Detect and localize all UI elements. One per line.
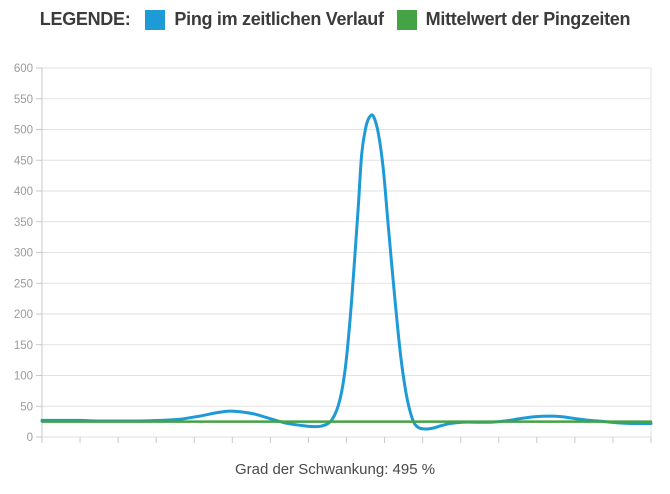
series-line-ping [40,113,653,431]
y-tick-label-550: 550 [14,94,33,106]
legend-item-mean: Mittelwert der Pingzeiten [396,9,631,30]
ping-line-chart: 0 50 100 150 200 250 300 350 400 450 500 550 600 [14,63,653,444]
legend-title: LEGENDE: [39,9,131,29]
mean-series-swatch-icon [396,9,417,30]
y-tick-label-500: 500 [14,125,33,137]
legend-item-ping: Ping im zeitlichen Verlauf [145,9,384,30]
y-tick-label-100: 100 [14,371,33,383]
y-tick-label-450: 450 [14,155,33,167]
legend-item-ping-label: Ping im zeitlichen Verlauf [174,9,384,29]
y-tick-label-150: 150 [14,340,33,352]
y-tick-label-300: 300 [14,248,33,260]
y-tick-label-400: 400 [14,186,33,198]
legend-item-mean-label: Mittelwert der Pingzeiten [425,9,631,29]
y-tick-label-200: 200 [14,309,33,321]
ping-series-swatch-icon [145,9,166,30]
y-tick-label-50: 50 [20,401,33,413]
y-tick-label-0: 0 [27,432,33,444]
y-tick-label-250: 250 [14,278,33,290]
y-tick-label-600: 600 [14,63,33,75]
legend: LEGENDE: Ping im zeitlichen Verlauf Mitt… [0,9,670,30]
y-tick-label-350: 350 [14,217,33,229]
fluctuation-caption: Grad der Schwankung: 495 % [234,461,436,478]
